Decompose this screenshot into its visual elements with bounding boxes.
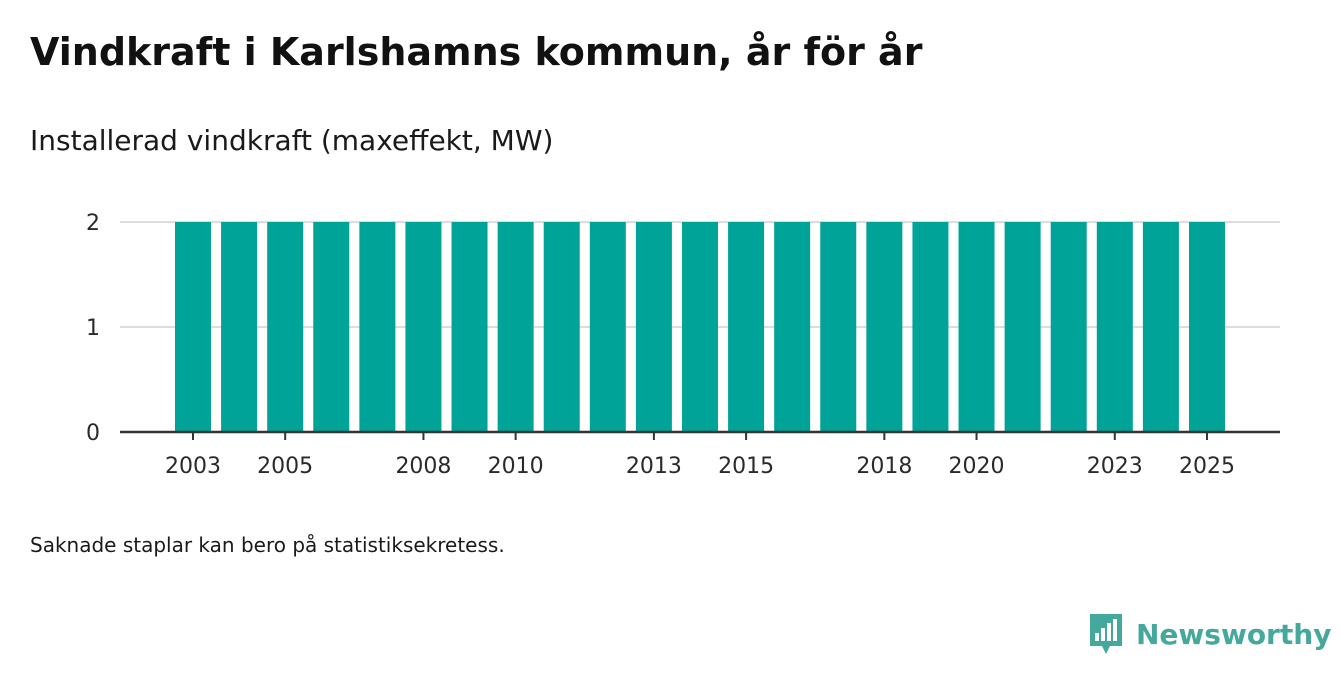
bar-2025: [1188, 222, 1225, 432]
bar-2014: [681, 222, 718, 432]
brand-logo[interactable]: Newsworthy: [1088, 612, 1331, 656]
bar-2004: [221, 222, 258, 432]
bar-2020: [958, 222, 995, 432]
y-tick-label: 0: [86, 421, 100, 446]
bar-2022: [1050, 222, 1087, 432]
footnote: Saknade staplar kan bero på statistiksek…: [30, 533, 505, 557]
bar-2011: [543, 222, 580, 432]
bar-2019: [912, 222, 949, 432]
bar-2005: [267, 222, 304, 432]
bar-2006: [313, 222, 350, 432]
chart-subtitle: Installerad vindkraft (maxeffekt, MW): [30, 124, 554, 157]
bar-2013: [635, 222, 672, 432]
newsworthy-logo-icon: [1090, 614, 1122, 654]
y-axis-ticks: 0 1 2: [86, 211, 100, 446]
x-tick-label: 2015: [718, 454, 774, 479]
bar-2012: [589, 222, 626, 432]
bar-2021: [1004, 222, 1041, 432]
bar-2009: [451, 222, 488, 432]
bar-2023: [1096, 222, 1133, 432]
bar-2018: [866, 222, 903, 432]
bar-2008: [405, 222, 442, 432]
x-tick-label: 2005: [257, 454, 313, 479]
bar-2003: [175, 222, 211, 432]
x-tick-label: 2023: [1087, 454, 1143, 479]
bar-2016: [774, 222, 811, 432]
bars: [175, 222, 1225, 432]
x-axis-ticks: 2003 2005 2008 2010 2013 2015 2018 2020 2023 2025: [165, 432, 1235, 479]
bar-2024: [1142, 222, 1179, 432]
chart-title: Vindkraft i Karlshamns kommun, år för år: [30, 30, 923, 74]
bar-2017: [820, 222, 857, 432]
x-tick-label: 2010: [488, 454, 544, 479]
x-tick-label: 2013: [626, 454, 682, 479]
bar-chart: 0 1 2 2003 2005 2008 2010 2013 2015 2018 2020 2023…: [86, 211, 1280, 479]
brand-name: Newsworthy: [1136, 617, 1332, 651]
x-tick-label: 2025: [1179, 454, 1235, 479]
x-tick-label: 2020: [949, 454, 1005, 479]
bar-2015: [728, 222, 765, 432]
bar-2010: [497, 222, 534, 432]
x-tick-label: 2008: [395, 454, 451, 479]
y-tick-label: 1: [86, 316, 100, 341]
bar-2007: [359, 222, 396, 432]
x-tick-label: 2018: [856, 454, 912, 479]
x-tick-label: 2003: [165, 454, 221, 479]
y-tick-label: 2: [86, 211, 100, 236]
